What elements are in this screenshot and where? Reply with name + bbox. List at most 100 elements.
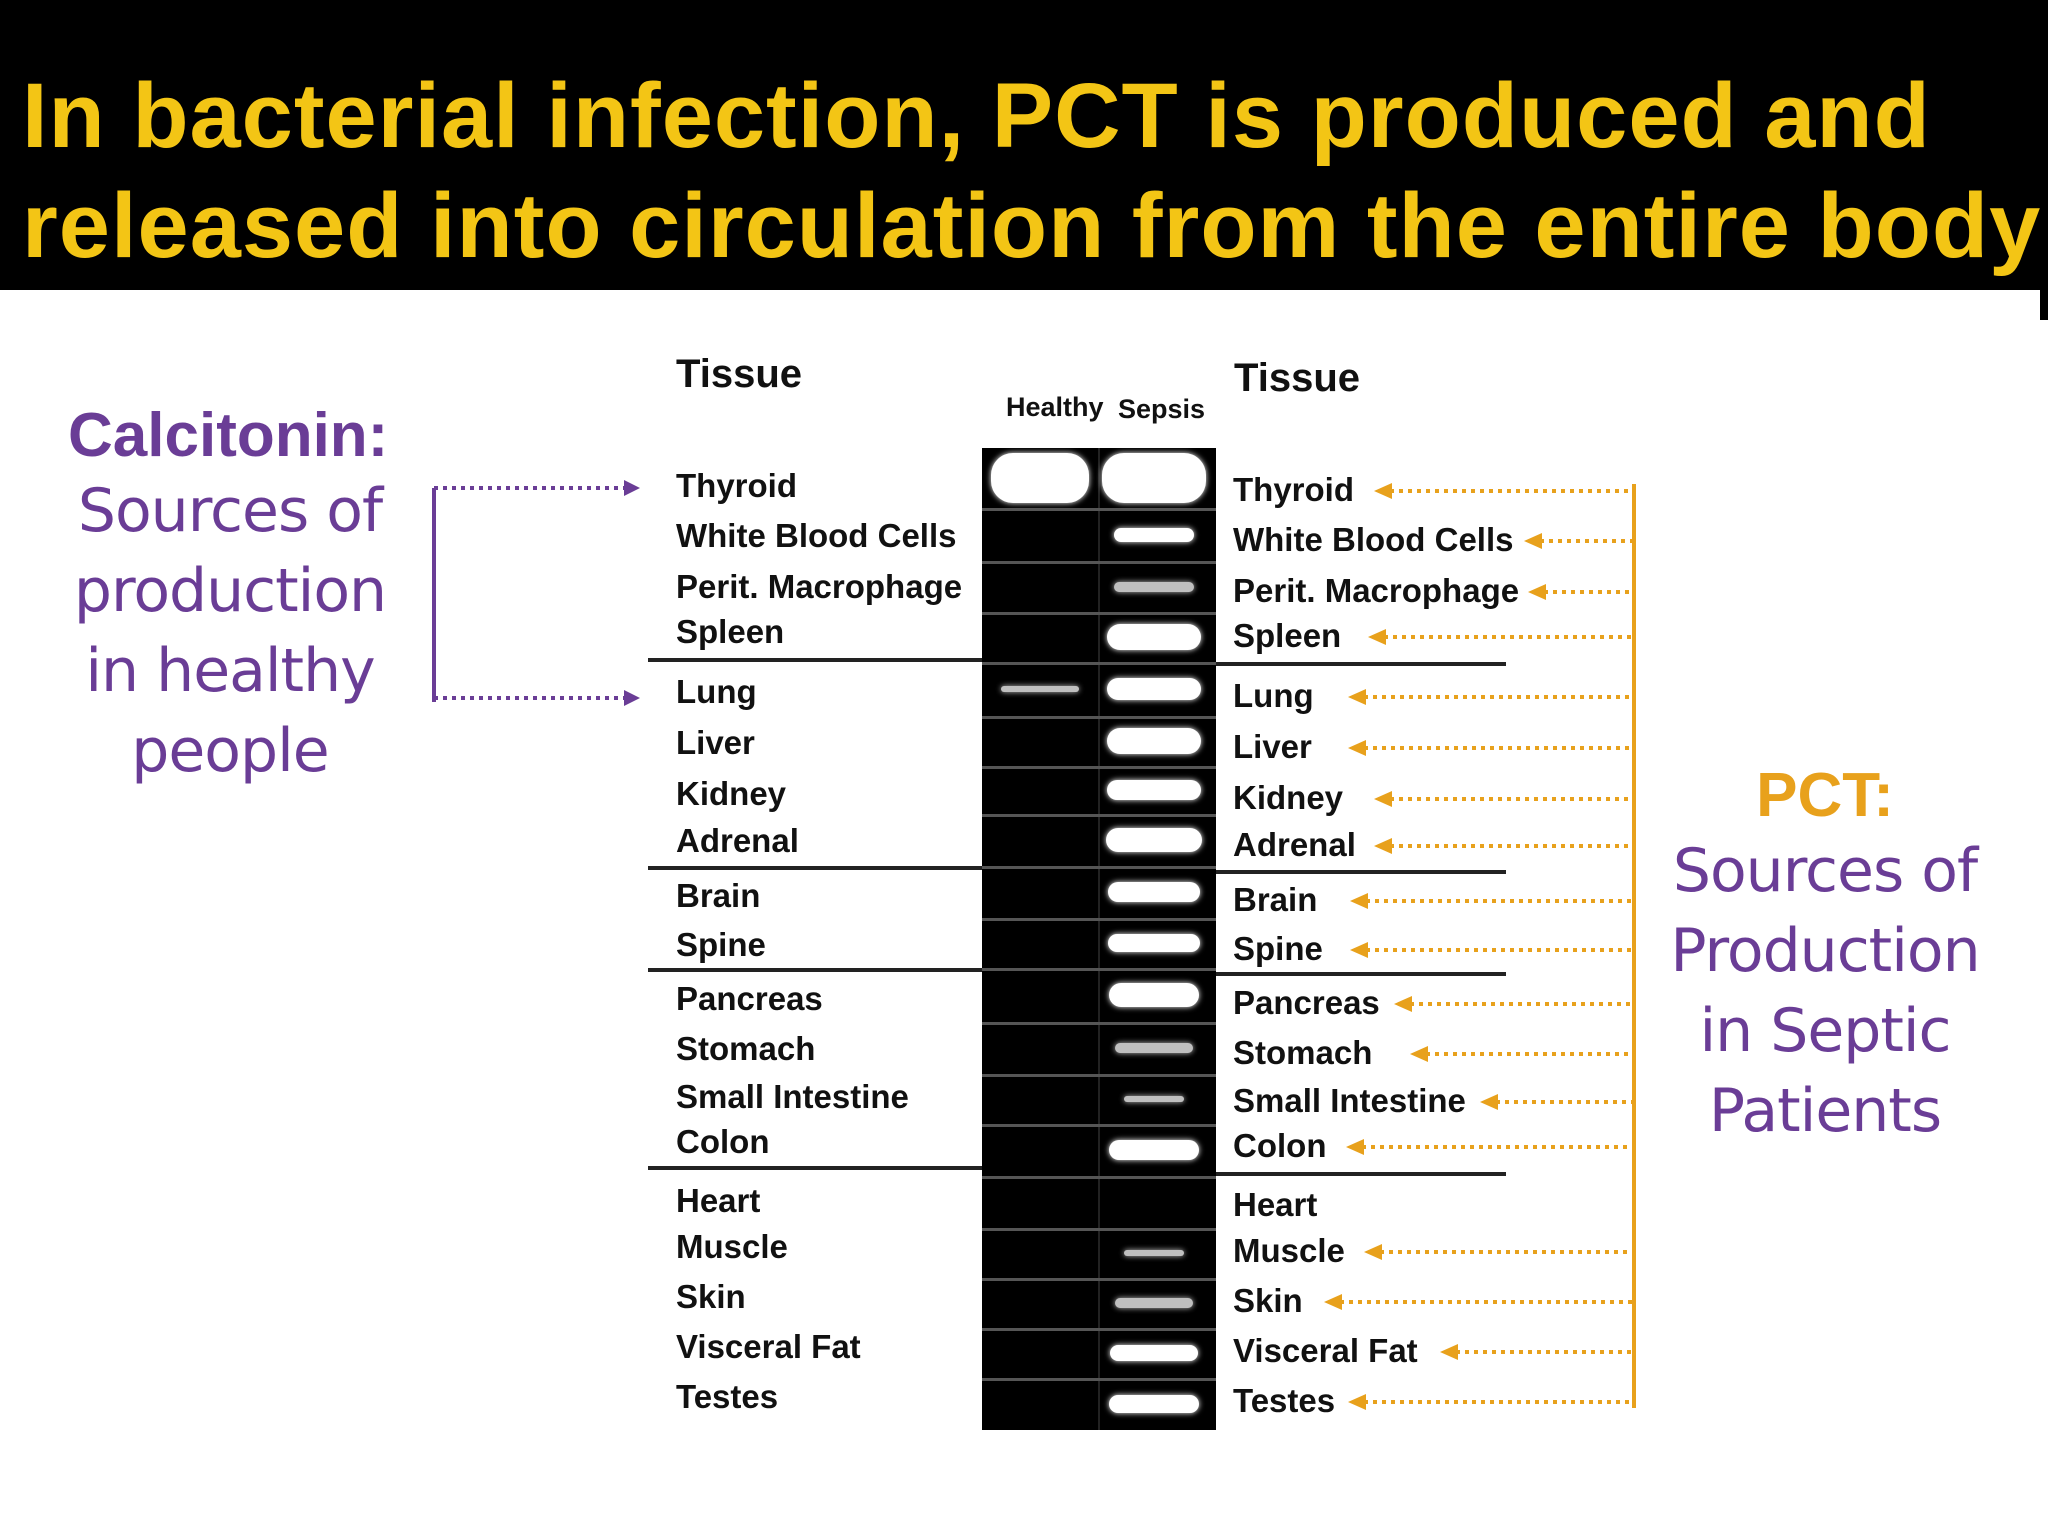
gel-row-separator	[982, 918, 1216, 921]
sepsis-band	[1107, 780, 1201, 800]
pct-arrowhead	[1374, 838, 1392, 854]
gel-image	[982, 448, 1216, 1430]
pct-arrowhead	[1528, 584, 1546, 600]
calcitonin-caption: Calcitonin: Sources of production in hea…	[40, 400, 420, 791]
calcitonin-arrowhead	[624, 480, 640, 496]
gel-row-separator	[982, 814, 1216, 817]
left-tissue-label: Lung	[676, 673, 757, 710]
pct-arrowhead	[1524, 533, 1542, 549]
left-tissue-label: Visceral Fat	[676, 1328, 861, 1365]
right-tissue-label: Muscle	[1233, 1232, 1345, 1269]
gel-row-separator	[982, 968, 1216, 971]
group-divider	[1216, 972, 1506, 976]
right-tissue-label: Thyroid	[1233, 471, 1354, 508]
right-tissue-label: Pancreas	[1233, 984, 1380, 1021]
pct-arrowhead	[1346, 1139, 1364, 1155]
pct-arrowhead	[1480, 1094, 1498, 1110]
calcitonin-arrowhead	[624, 690, 640, 706]
title-bar: In bacterial infection, PCT is produced …	[0, 0, 2048, 290]
sepsis-band	[1108, 882, 1200, 902]
left-tissue-label: Small Intestine	[676, 1078, 909, 1115]
sepsis-band	[1124, 1096, 1184, 1102]
left-tissue-label: Testes	[676, 1378, 779, 1415]
left-tissue-label: Stomach	[676, 1030, 816, 1067]
pct-arrowhead	[1374, 791, 1392, 807]
left-tissue-label: Muscle	[676, 1228, 788, 1265]
pct-caption: PCT: Sources of Production in Septic Pat…	[1660, 760, 1990, 1151]
right-tissue-label: Adrenal	[1233, 826, 1356, 863]
left-tissue-label: Liver	[676, 724, 755, 761]
gel-row-separator	[982, 866, 1216, 869]
gel-row-separator	[982, 1328, 1216, 1331]
pct-heading: PCT:	[1756, 761, 1894, 830]
right-tissue-label: Colon	[1233, 1127, 1327, 1164]
gel-row-separator	[982, 1378, 1216, 1381]
sepsis-band	[1124, 1250, 1184, 1256]
sepsis-band	[1115, 1298, 1193, 1308]
gel-row-separator	[982, 766, 1216, 769]
sepsis-lane-header: Sepsis	[1118, 394, 1206, 424]
left-tissue-label: Kidney	[676, 775, 787, 812]
sepsis-band	[1114, 527, 1194, 542]
pct-arrowhead	[1348, 689, 1366, 705]
sepsis-band	[1107, 678, 1201, 700]
pct-arrowhead	[1348, 740, 1366, 756]
right-tissue-label: Spleen	[1233, 617, 1342, 654]
pct-arrowhead	[1364, 1244, 1382, 1260]
left-tissue-label: Perit. Macrophage	[676, 568, 963, 605]
right-tissue-label: Spine	[1233, 930, 1323, 967]
right-tissue-label: Testes	[1233, 1382, 1336, 1419]
left-tissue-label: Brain	[676, 877, 761, 914]
right-tissue-label: Small Intestine	[1233, 1082, 1466, 1119]
gel-row-separator	[982, 1278, 1216, 1281]
group-divider	[648, 658, 982, 662]
pct-line: Production	[1670, 916, 1980, 986]
sepsis-band	[1114, 581, 1194, 592]
corner-mark	[2040, 290, 2048, 320]
left-tissue-label: Pancreas	[676, 980, 823, 1017]
pct-arrowhead	[1350, 893, 1368, 909]
left-tissue-label: White Blood Cells	[676, 517, 957, 554]
sepsis-band	[1107, 624, 1201, 650]
gel-row-separator	[982, 1228, 1216, 1231]
left-tissue-header: Tissue	[676, 352, 802, 396]
left-tissue-label: Heart	[676, 1182, 761, 1219]
left-tissue-label: Spine	[676, 926, 766, 963]
left-tissue-label: Thyroid	[676, 467, 797, 504]
left-tissue-label: Skin	[676, 1278, 746, 1315]
right-tissue-label: Visceral Fat	[1233, 1332, 1418, 1369]
sepsis-band	[1115, 1043, 1193, 1053]
pct-line: in Septic	[1699, 996, 1951, 1066]
title-line-2: released into circulation from the entir…	[22, 175, 2042, 277]
group-divider	[1216, 870, 1506, 874]
right-tissue-label: Lung	[1233, 677, 1314, 714]
group-divider	[1216, 662, 1506, 666]
right-tissue-label: White Blood Cells	[1233, 521, 1514, 558]
gel-row-separator	[982, 1176, 1216, 1179]
sepsis-band	[1109, 1395, 1199, 1413]
healthy-lane-header: Healthy	[1006, 392, 1104, 422]
calcitonin-line: production	[73, 556, 387, 626]
pct-line: Sources of	[1672, 836, 1978, 906]
sepsis-band	[1106, 828, 1202, 852]
gel-row-separator	[982, 508, 1216, 511]
gel-row-separator	[982, 1074, 1216, 1077]
gel-row-separator	[982, 1022, 1216, 1025]
right-tissue-header: Tissue	[1234, 356, 1360, 400]
pct-arrowhead	[1440, 1344, 1458, 1360]
gel-row-separator	[982, 1124, 1216, 1127]
healthy-band	[991, 453, 1089, 503]
gel-row-separator	[982, 612, 1216, 615]
healthy-band	[1001, 686, 1079, 692]
sepsis-band	[1108, 934, 1200, 952]
sepsis-band	[1109, 983, 1199, 1007]
right-tissue-label: Perit. Macrophage	[1233, 572, 1520, 609]
group-divider	[648, 968, 982, 972]
right-tissue-label: Brain	[1233, 881, 1318, 918]
pct-arrowhead	[1350, 942, 1368, 958]
group-divider	[1216, 1172, 1506, 1176]
lane-divider	[1098, 448, 1100, 1430]
sepsis-band	[1107, 728, 1201, 754]
calcitonin-line: people	[131, 716, 329, 786]
